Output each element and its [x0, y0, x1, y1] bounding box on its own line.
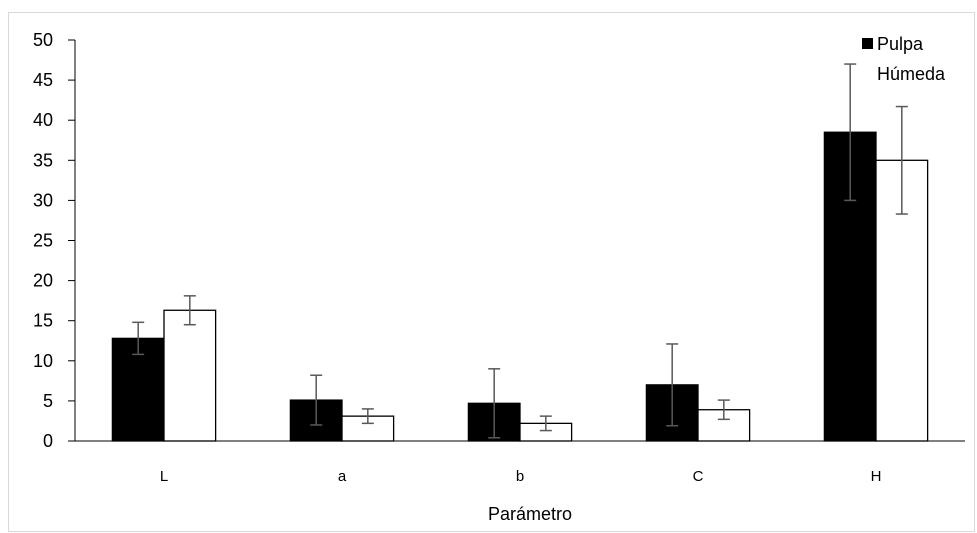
x-tick-label: C [693, 468, 704, 485]
x-tick-label: b [516, 468, 524, 485]
y-axis: 0 5 10 15 20 25 30 35 40 45 50 [33, 30, 76, 451]
y-tick-label: 0 [43, 431, 53, 451]
y-tick-label: 10 [33, 351, 53, 371]
y-tick-label: 5 [43, 391, 53, 411]
bar-pulpa [111, 337, 165, 442]
legend-label-humeda: Húmeda [877, 64, 946, 84]
legend-label-pulpa: Pulpa [877, 34, 924, 54]
x-tick-label: L [160, 468, 168, 485]
y-tick-label: 20 [33, 271, 53, 291]
error-bars [132, 63, 908, 439]
y-tick-label: 30 [33, 190, 53, 210]
bar-humeda [163, 309, 217, 442]
y-tick-label: 40 [33, 110, 53, 130]
y-tick-label: 50 [33, 30, 53, 50]
y-tick-label: 15 [33, 311, 53, 331]
x-axis-title: Parámetro [488, 504, 572, 524]
y-tick-label: 45 [33, 70, 53, 90]
legend: Pulpa Húmeda [862, 34, 946, 84]
legend-swatch-pulpa [862, 38, 873, 49]
bar-pulpa [823, 131, 877, 442]
x-tick-label: H [871, 468, 882, 485]
y-tick-label: 25 [33, 231, 53, 251]
y-tick-label: 35 [33, 150, 53, 170]
x-tick-label: a [338, 468, 347, 485]
chart-border [8, 12, 975, 532]
